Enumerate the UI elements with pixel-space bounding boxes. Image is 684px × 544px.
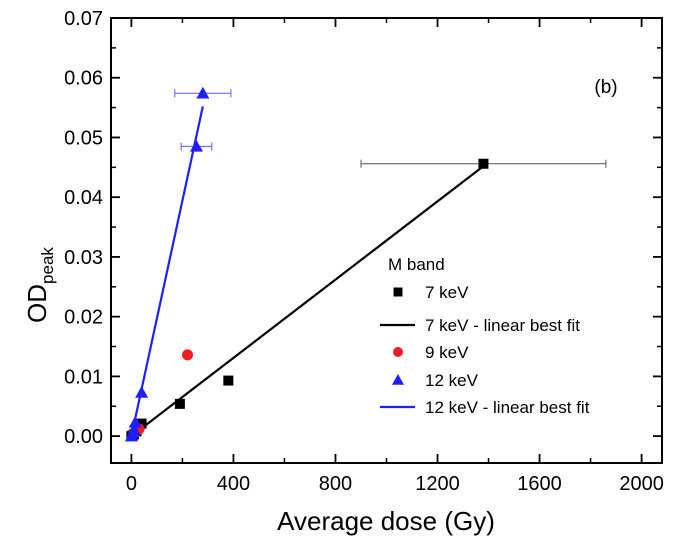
legend-entry-label: 7 keV — [425, 283, 469, 302]
data-point — [196, 86, 210, 99]
y-tick-label: 0.02 — [64, 307, 103, 329]
y-tick-label: 0.00 — [64, 426, 103, 448]
axis-ticks — [111, 17, 662, 463]
y-axis-label-main: OD — [22, 284, 52, 323]
x-tick-label: 2000 — [619, 473, 664, 495]
x-tick-label: 0 — [126, 473, 137, 495]
legend-entry-label: 12 keV - linear best fit — [425, 398, 590, 417]
data-point — [478, 158, 489, 169]
x-tick-label: 1600 — [517, 473, 562, 495]
error-bars — [174, 89, 607, 168]
legend-entry-label: 7 keV - linear best fit — [425, 316, 580, 335]
x-axis-label: Average dose (Gy) — [277, 506, 495, 536]
data-point — [128, 415, 142, 428]
y-tick-label: 0.06 — [64, 68, 103, 90]
y-tick-label: 0.07 — [64, 8, 103, 30]
fit-line — [130, 165, 485, 437]
y-axis-label-subscript: peak — [38, 247, 57, 284]
data-point — [174, 398, 185, 409]
y-tick-label: 0.01 — [64, 366, 103, 388]
fit-lines — [130, 106, 485, 437]
x-tick-label: 1200 — [415, 473, 460, 495]
data-markers — [124, 86, 489, 442]
y-axis-label: ODpeak — [22, 247, 57, 323]
tick-labels: 0 400 800 1200 1600 2000 0.00 0.01 0.02 0.03 0.04 0… — [64, 8, 664, 495]
data-point — [136, 418, 147, 429]
fit-line — [130, 106, 204, 437]
legend-entry-label: 12 keV — [425, 371, 479, 390]
data-point — [182, 349, 194, 361]
data-point — [189, 139, 203, 152]
legend-marker-swatch — [393, 347, 403, 357]
legend-title: M band — [388, 255, 445, 274]
legend: M band 7 keV 7 keV - linear best fit 9 keV… — [380, 255, 590, 417]
legend-marker-swatch — [393, 287, 403, 297]
data-point — [223, 375, 234, 386]
x-tick-label: 400 — [217, 473, 250, 495]
y-tick-label: 0.04 — [64, 187, 103, 209]
legend-marker-swatch — [392, 374, 404, 385]
y-tick-label: 0.03 — [64, 247, 103, 269]
panel-annotation: (b) — [594, 77, 617, 98]
y-tick-label: 0.05 — [64, 127, 103, 149]
data-point — [127, 423, 141, 435]
legend-entry-label: 9 keV — [425, 343, 469, 362]
x-tick-label: 800 — [319, 473, 352, 495]
data-point — [135, 386, 149, 398]
